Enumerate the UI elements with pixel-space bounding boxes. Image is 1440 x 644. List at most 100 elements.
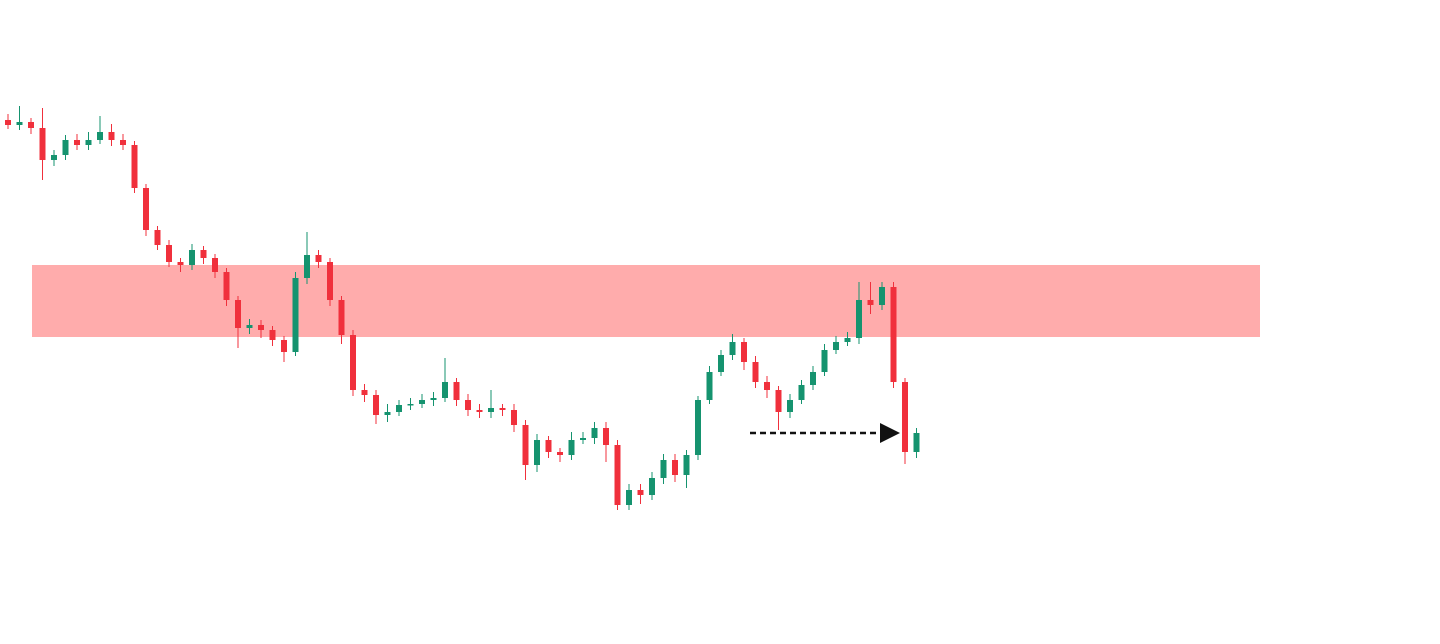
candle-body	[327, 262, 333, 300]
candle	[557, 448, 563, 462]
candle-body	[626, 490, 632, 505]
candle-body	[281, 340, 287, 352]
candle-body	[591, 428, 598, 438]
candle	[913, 428, 920, 458]
candle-body	[39, 128, 46, 160]
candle-body	[488, 408, 494, 412]
candle-body	[499, 408, 506, 410]
candle	[856, 282, 862, 344]
candle-body	[695, 400, 701, 455]
candle-body	[189, 250, 195, 265]
candle-body	[223, 272, 230, 300]
candle-body	[200, 250, 207, 258]
candle	[223, 268, 230, 306]
candle	[683, 450, 690, 488]
candle-body	[269, 330, 276, 340]
candle-body	[637, 490, 644, 495]
candle	[775, 386, 782, 430]
candle-body	[154, 230, 161, 245]
candle-body	[131, 145, 138, 188]
candle-body	[856, 300, 862, 338]
candle	[614, 440, 621, 510]
candle	[62, 135, 69, 160]
candle	[718, 350, 724, 376]
candle	[85, 132, 92, 150]
candle	[246, 319, 253, 334]
candle	[545, 436, 552, 458]
candle-body	[5, 120, 11, 125]
candle	[361, 384, 368, 402]
candle-body	[614, 445, 621, 505]
candle-body	[120, 140, 126, 145]
candle-body	[913, 433, 920, 452]
candle	[649, 472, 655, 500]
candle	[706, 366, 713, 404]
candle-body	[603, 428, 609, 445]
candle-body	[476, 410, 483, 412]
candle	[384, 404, 391, 422]
candle	[890, 282, 897, 388]
candle-body	[775, 390, 782, 412]
candle	[844, 332, 851, 346]
candle	[327, 258, 333, 306]
candle	[39, 108, 46, 180]
candle-body	[580, 438, 586, 440]
candle-body	[373, 395, 379, 415]
candle-body	[867, 300, 874, 305]
candle-body	[453, 382, 460, 400]
candle	[821, 344, 828, 376]
candle	[522, 420, 529, 480]
candle-body	[338, 300, 345, 335]
candle	[430, 392, 437, 406]
candle	[120, 134, 126, 150]
candle	[419, 394, 425, 408]
candle	[453, 378, 460, 406]
candle-body	[108, 132, 115, 140]
candle-body	[74, 140, 80, 145]
candle	[373, 390, 379, 424]
candle	[281, 336, 287, 362]
candle	[741, 338, 747, 370]
candle-body	[143, 188, 149, 230]
candle-body	[246, 325, 253, 328]
candle-body	[304, 255, 310, 278]
candle-body	[465, 400, 471, 410]
candle-body	[522, 425, 529, 465]
candle-body	[902, 382, 908, 452]
candle	[304, 232, 310, 284]
candle-body	[292, 278, 299, 352]
candle-body	[718, 355, 724, 372]
candle-body	[419, 400, 425, 404]
candle-body	[51, 155, 57, 160]
candle	[798, 380, 805, 404]
candle-body	[810, 372, 816, 385]
candle	[867, 282, 874, 314]
candle-body	[798, 385, 805, 400]
candle-body	[28, 122, 34, 128]
candle-body	[683, 455, 690, 475]
candle	[729, 334, 736, 360]
candle	[292, 272, 299, 356]
candle	[902, 378, 908, 464]
candle	[752, 356, 759, 388]
candle-body	[97, 132, 103, 140]
candle-body	[821, 350, 828, 372]
candle-body	[844, 338, 851, 342]
candle-body	[879, 287, 885, 305]
candle-body	[787, 400, 793, 412]
candle	[476, 404, 483, 418]
candle-body	[729, 342, 736, 355]
candle	[603, 422, 609, 462]
candle	[465, 394, 471, 416]
candle	[28, 118, 34, 134]
candle	[16, 106, 23, 130]
resistance-zone	[32, 265, 1260, 337]
candle	[695, 396, 701, 460]
candle-body	[430, 398, 437, 400]
candle-body	[568, 440, 575, 455]
candle	[511, 404, 517, 432]
candle	[131, 141, 138, 193]
candle	[200, 246, 207, 264]
candle	[407, 398, 414, 410]
